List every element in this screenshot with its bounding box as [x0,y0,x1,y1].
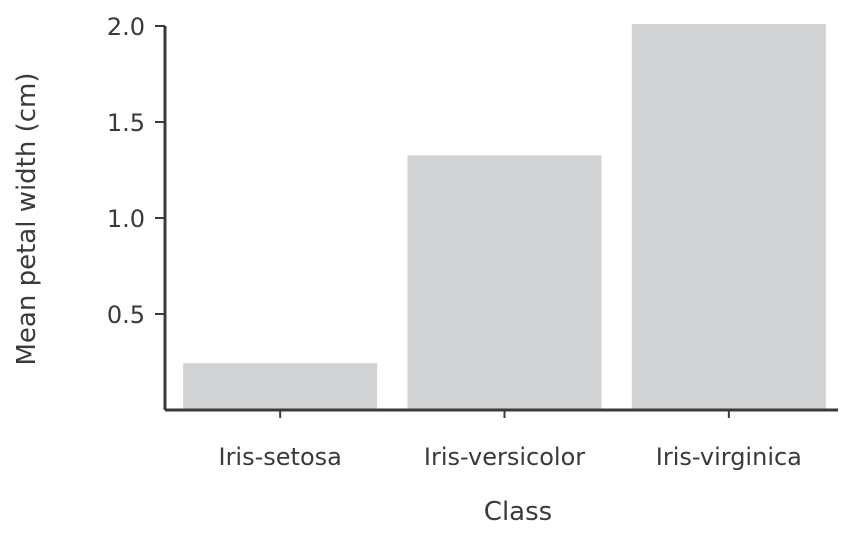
bars-layer [183,24,826,410]
bar-iris-setosa [183,363,378,410]
bar-iris-virginica [631,24,826,410]
y-tick-label: 0.5 [107,301,145,329]
x-ticks: Iris-setosa Iris-versicolor Iris-virginica [218,410,802,471]
y-axis-title: Mean petal width (cm) [12,72,42,365]
y-ticks: 0.5 1.0 1.5 2.0 [107,13,165,329]
y-tick-label: 1.0 [107,205,145,233]
bar-iris-versicolor [407,155,602,410]
y-tick-label: 1.5 [107,109,145,137]
x-tick-label: Iris-versicolor [424,443,585,471]
x-axis-title: Class [484,497,552,527]
x-tick-label: Iris-setosa [218,443,341,471]
x-tick-label: Iris-virginica [656,443,802,471]
y-tick-label: 2.0 [107,13,145,41]
